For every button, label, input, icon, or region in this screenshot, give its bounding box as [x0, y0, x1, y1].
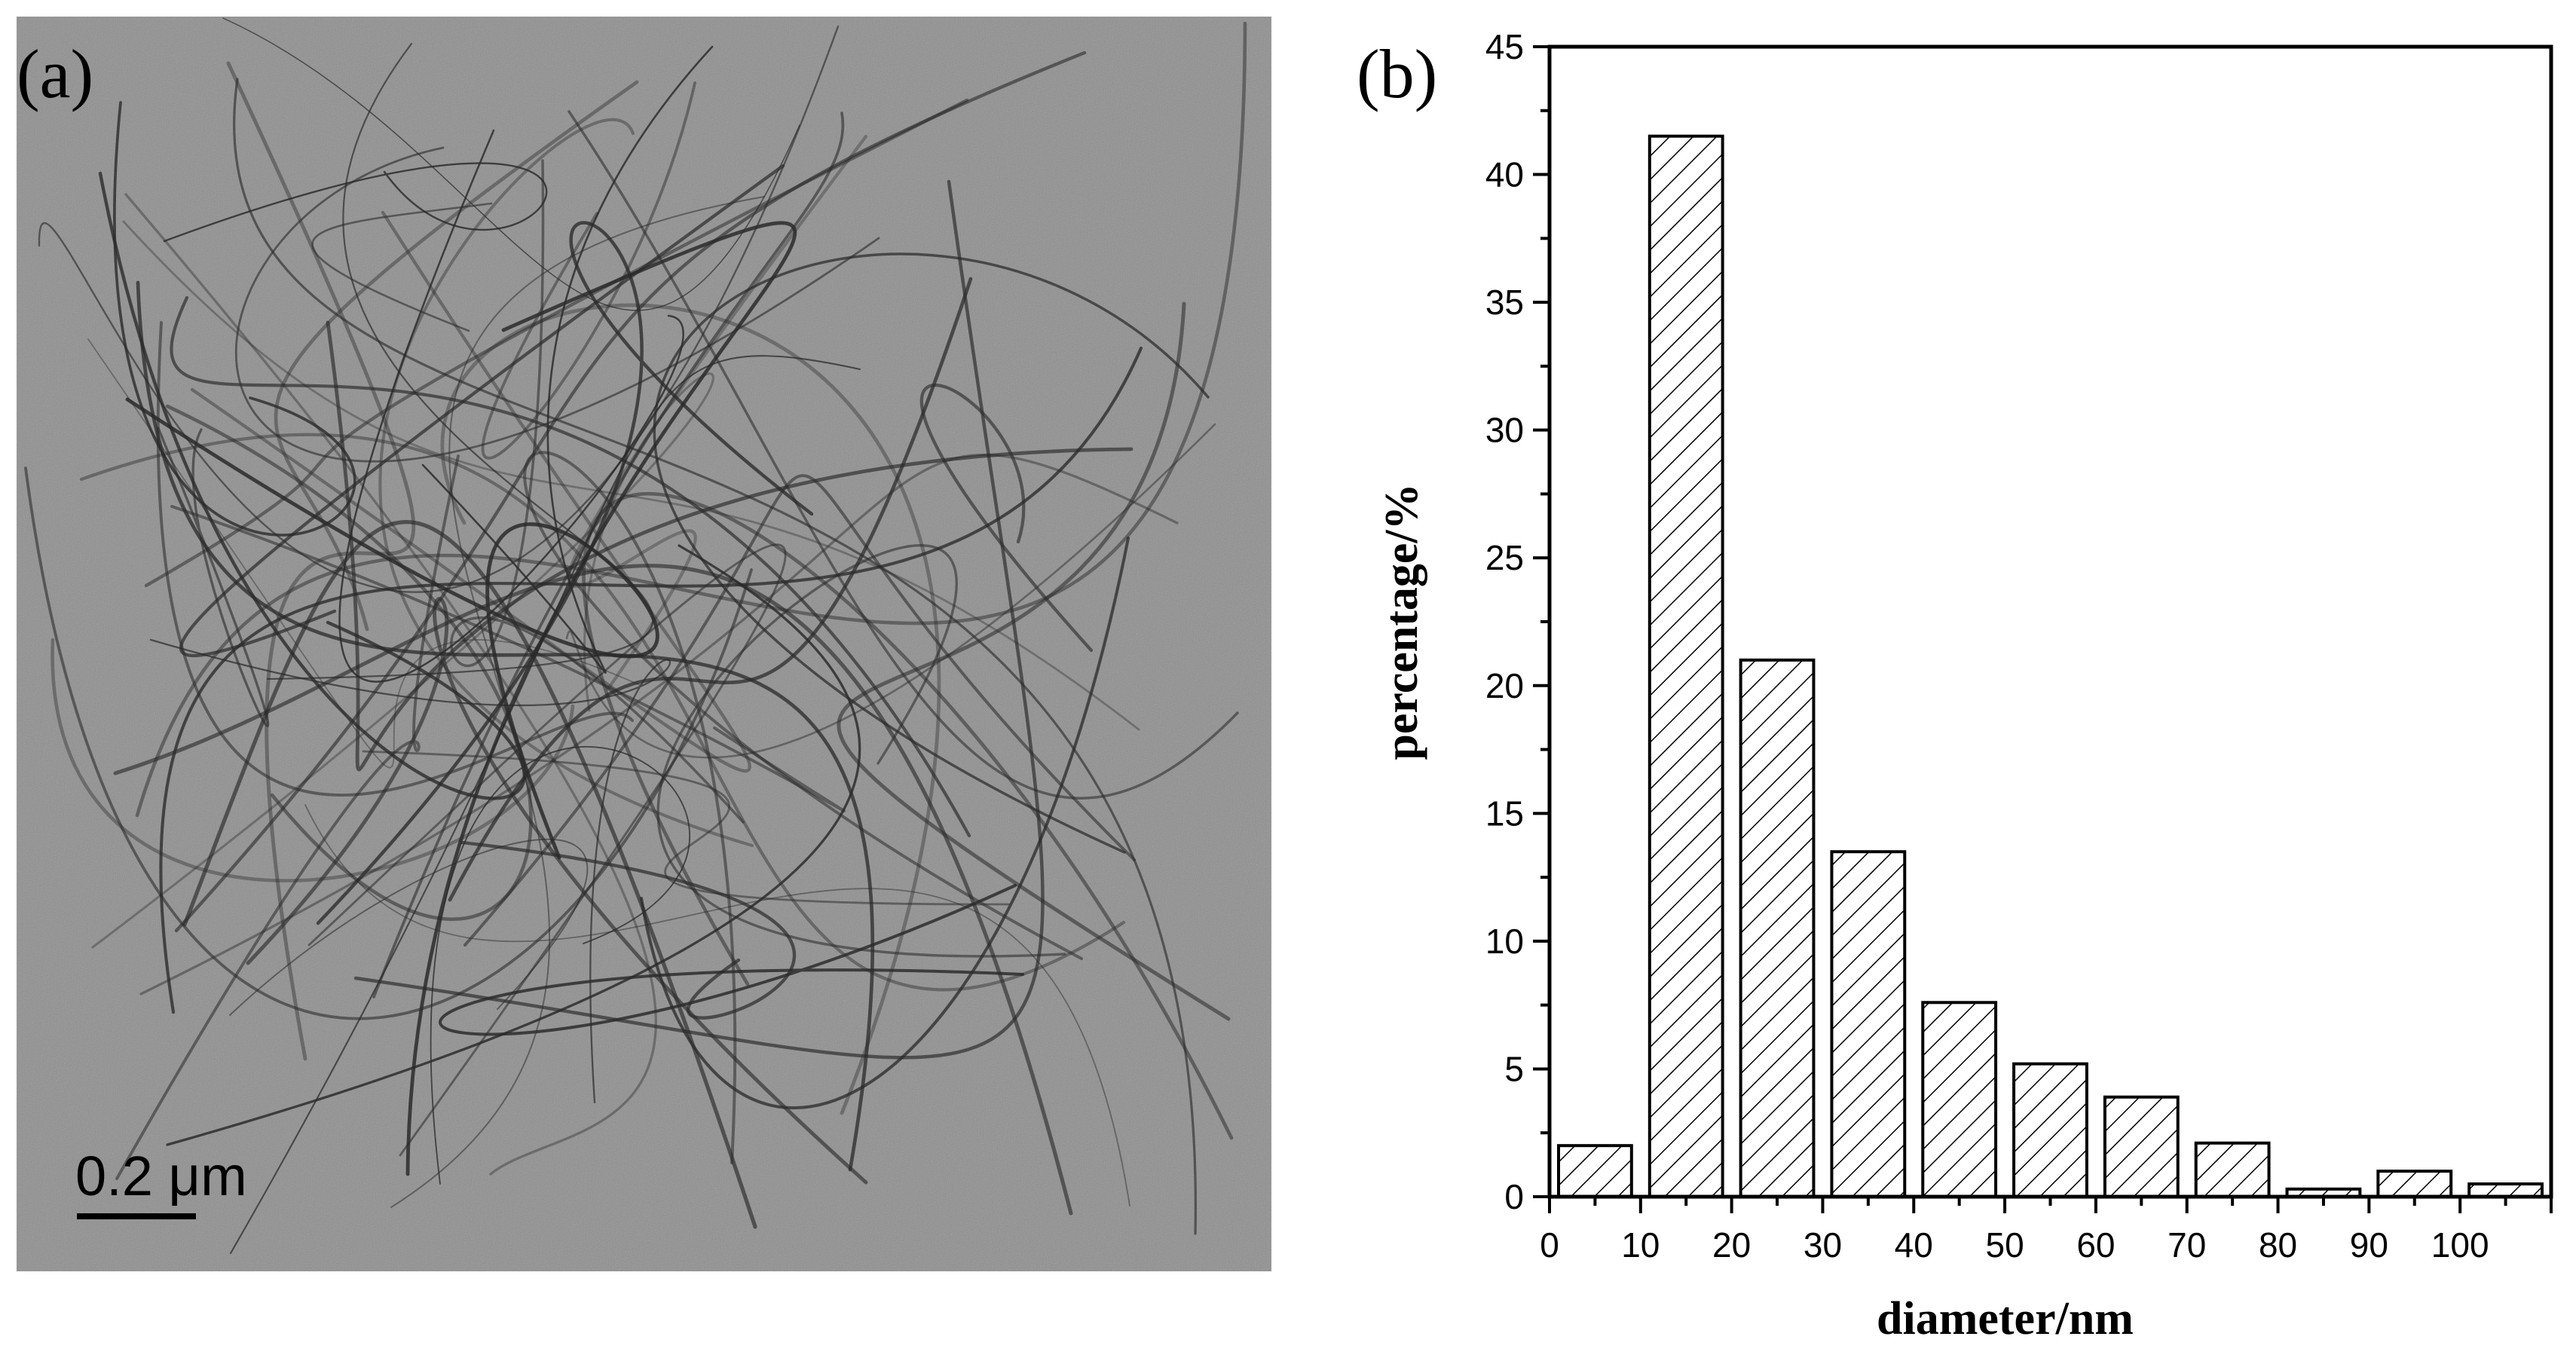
fiber-strand [421, 45, 714, 674]
fiber-strand [122, 220, 1140, 731]
histogram-bar [2012, 1062, 2088, 1199]
fiber-strand [113, 564, 1073, 1216]
x-tick-label: 0 [1540, 1225, 1559, 1265]
x-tick-label: 40 [1895, 1225, 1933, 1265]
x-tick-label: 90 [2350, 1225, 2388, 1265]
fiber-strand [582, 491, 1234, 1140]
x-tick-label: 50 [1986, 1225, 2024, 1265]
fiber-strand [440, 303, 941, 1115]
fiber-strand [190, 210, 751, 773]
histogram-bar [1830, 850, 1907, 1198]
x-tick-label: 30 [1804, 1225, 1842, 1265]
fiber-strand [246, 597, 868, 1185]
fiber-strand [179, 164, 785, 658]
fiber-strand [24, 466, 753, 1020]
fiber-strand [165, 404, 533, 921]
fiber-strand [136, 280, 875, 1172]
fiber-strand [568, 110, 1239, 800]
histogram-bar [1647, 134, 1724, 1199]
fiber-strand [170, 505, 846, 813]
y-tick-label: 10 [1485, 922, 1524, 961]
y-axis-title: percentage/% [1376, 483, 1427, 760]
scale-bar-label: 0.2 μm [75, 1145, 247, 1207]
fiber-strand [125, 397, 659, 860]
y-tick-label: 40 [1485, 155, 1524, 194]
x-tick-label: 20 [1712, 1225, 1751, 1265]
fiber-strand [565, 423, 1216, 759]
fiber-strand [481, 81, 696, 460]
histogram-bar [2467, 1182, 2544, 1198]
fiber-strand [166, 544, 861, 1146]
fiber-strand [229, 355, 861, 1255]
fiber-strand [234, 146, 880, 463]
fiber-strand [222, 17, 800, 311]
fiber-strand [170, 295, 971, 838]
x-tick-label: 70 [2168, 1225, 2206, 1265]
fiber-strand [326, 320, 1134, 772]
fiber-strand [229, 838, 589, 1016]
fiber-strand [523, 451, 1083, 1164]
fiber-strand [124, 193, 657, 1176]
fiber-strand [439, 884, 1024, 1036]
histogram-bar [2103, 1095, 2180, 1199]
fiber-strand [316, 221, 814, 925]
histogram-bar [1739, 658, 1816, 1198]
fiber-strand [163, 162, 548, 243]
y-tick-label: 30 [1485, 411, 1524, 450]
y-tick-label: 15 [1485, 794, 1524, 833]
fiber-strand [91, 372, 714, 949]
scale-bar [77, 1213, 196, 1219]
x-tick-label: 100 [2431, 1225, 2489, 1265]
fiber-strand [98, 171, 526, 800]
fiber-network-image [17, 17, 1271, 1271]
histogram-bar [1557, 1144, 1633, 1198]
x-tick-label: 60 [2076, 1225, 2115, 1265]
fiber-strand [304, 804, 1130, 1207]
fiber-strand [233, 78, 1197, 1235]
fiber-strand [135, 21, 1247, 818]
fiber-strand [139, 453, 1179, 996]
tem-micrograph [17, 17, 1271, 1271]
fiber-strand [174, 50, 1087, 933]
fiber-strand [157, 427, 270, 727]
fiber-strand [115, 454, 460, 1180]
x-tick-label: 10 [1621, 1225, 1660, 1265]
fiber-strand [311, 202, 493, 332]
fiber-strand [656, 544, 1066, 958]
fiber-strand [390, 196, 765, 1208]
fiber-strand [79, 433, 1126, 992]
fiber-strand [653, 252, 1210, 854]
fiber-strand [149, 638, 672, 1104]
fiber-strand [450, 159, 745, 824]
histogram-bar [2376, 1170, 2453, 1198]
x-tick-label: 80 [2259, 1225, 2297, 1265]
fiber-strand [567, 134, 868, 691]
y-tick-label: 20 [1485, 666, 1524, 705]
x-axis-title: diameter/nm [1877, 1293, 2134, 1344]
y-tick-label: 45 [1485, 27, 1524, 66]
y-tick-label: 35 [1485, 283, 1524, 322]
fiber-strand [362, 750, 1010, 906]
fiber-strand [448, 277, 973, 902]
y-tick-label: 0 [1504, 1177, 1524, 1216]
fiber-strand [182, 520, 757, 1229]
fiber-strand [50, 638, 575, 882]
y-tick-label: 25 [1485, 538, 1524, 577]
fiber-strand [919, 384, 1094, 653]
y-tick-label: 5 [1504, 1049, 1524, 1088]
fiber-strand [460, 840, 797, 1020]
histogram-bar [2194, 1141, 2271, 1198]
panel-b-label: (b) [1357, 35, 1438, 112]
fiber-strand [87, 338, 641, 769]
histogram-bar [1921, 1001, 1998, 1198]
panel-a-label: (a) [17, 35, 94, 112]
fiber-strand [38, 25, 840, 593]
fiber-strand [405, 221, 797, 1176]
fiber-strand [372, 112, 845, 999]
